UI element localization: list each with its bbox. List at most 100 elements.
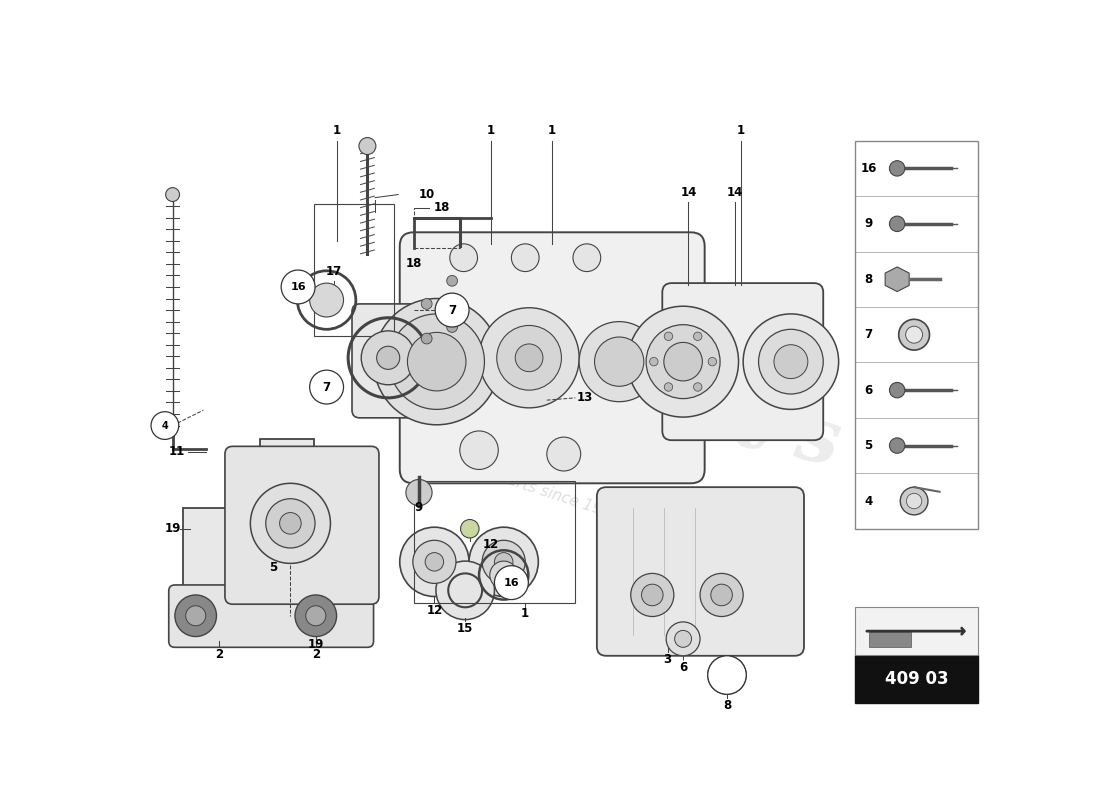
Text: 7: 7 [322,381,331,394]
Circle shape [361,331,415,385]
Text: 19: 19 [308,638,324,650]
Circle shape [478,308,579,408]
Text: 9: 9 [865,218,872,230]
Circle shape [310,370,343,404]
Bar [855,607,978,655]
Text: 16: 16 [860,162,877,175]
Circle shape [436,561,495,619]
Circle shape [436,293,469,327]
Text: 10: 10 [419,188,435,201]
Circle shape [407,332,466,391]
Text: 16: 16 [504,578,519,588]
Circle shape [482,540,526,583]
Text: 3: 3 [663,653,672,666]
Text: 2: 2 [214,648,223,661]
Circle shape [628,306,738,417]
Circle shape [899,319,930,350]
Circle shape [461,519,480,538]
Text: e·o·p: e·o·p [524,276,804,409]
Circle shape [186,606,206,626]
FancyBboxPatch shape [597,487,804,656]
Circle shape [515,344,543,372]
Circle shape [490,561,517,589]
Circle shape [890,216,905,231]
FancyBboxPatch shape [168,585,374,647]
Text: 16: 16 [290,282,306,292]
Text: 5: 5 [268,561,277,574]
Circle shape [693,332,702,341]
Circle shape [573,244,601,271]
Text: 4: 4 [162,421,168,430]
Circle shape [495,553,513,571]
Text: 8: 8 [723,699,732,712]
Circle shape [890,438,905,454]
Circle shape [906,494,922,509]
Text: 19: 19 [164,522,180,535]
Text: 1: 1 [737,124,745,137]
Bar [855,655,978,702]
Polygon shape [886,267,910,291]
Text: 15: 15 [456,622,473,635]
Text: 17: 17 [327,265,342,278]
Circle shape [447,322,458,332]
Circle shape [359,138,376,154]
Circle shape [421,333,432,344]
Text: 1: 1 [548,124,557,137]
Circle shape [707,656,746,694]
FancyBboxPatch shape [399,232,705,483]
Circle shape [295,595,337,637]
Text: 13: 13 [578,391,593,404]
Circle shape [890,161,905,176]
Circle shape [469,527,538,597]
Text: 14: 14 [680,186,696,198]
Circle shape [759,330,823,394]
Circle shape [251,483,330,563]
Circle shape [447,275,458,286]
Text: 4: 4 [865,494,872,507]
Circle shape [495,566,528,599]
Circle shape [693,382,702,391]
Circle shape [700,574,744,617]
Circle shape [282,270,315,304]
Circle shape [641,584,663,606]
Text: 7: 7 [448,303,456,317]
Text: a passion for parts since 1985: a passion for parts since 1985 [398,438,622,524]
Circle shape [310,283,343,317]
Text: 14: 14 [726,186,742,198]
Circle shape [389,314,484,410]
Circle shape [151,412,178,439]
Bar [869,632,911,647]
Circle shape [664,342,703,381]
Text: 7: 7 [865,328,872,341]
Circle shape [450,244,477,271]
Text: 409 03: 409 03 [884,670,948,688]
Text: 1: 1 [332,124,341,137]
Circle shape [646,325,720,398]
Text: 6: 6 [679,661,688,674]
Circle shape [166,188,179,202]
Bar [414,481,575,602]
FancyBboxPatch shape [352,304,425,418]
Text: a r t s: a r t s [588,358,847,482]
Circle shape [399,527,469,597]
Circle shape [497,326,561,390]
Circle shape [905,326,923,343]
Circle shape [717,665,737,685]
Text: 8: 8 [865,273,872,286]
Circle shape [421,298,432,310]
Circle shape [890,382,905,398]
FancyBboxPatch shape [224,446,378,604]
Circle shape [306,606,326,626]
Text: 13: 13 [496,570,512,584]
Circle shape [774,345,807,378]
Circle shape [580,322,659,402]
Circle shape [266,498,315,548]
Circle shape [900,487,928,515]
Circle shape [744,314,838,410]
Text: 12: 12 [483,538,498,550]
Circle shape [406,479,432,506]
Text: 9: 9 [415,502,424,514]
Text: 2: 2 [311,648,320,661]
Text: 5: 5 [865,439,872,452]
Circle shape [595,337,644,386]
